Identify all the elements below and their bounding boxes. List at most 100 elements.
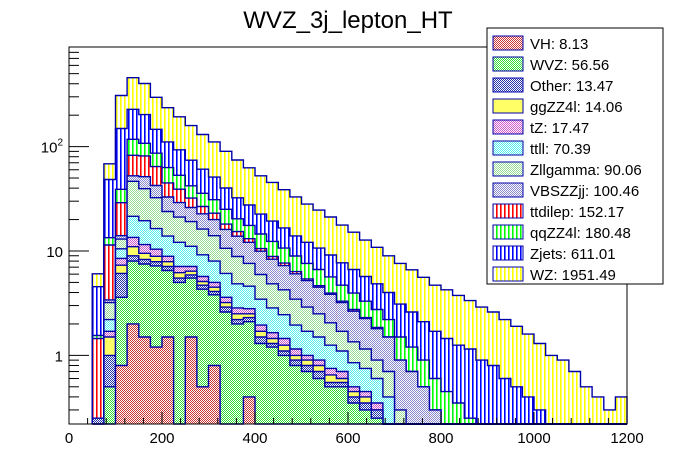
y-tick-label: 102 — [41, 138, 64, 157]
bar-VBSZZjj — [417, 386, 430, 424]
x-tick-label: 200 — [149, 430, 174, 447]
bar-WZ — [557, 360, 569, 424]
bar-WVZ — [220, 312, 232, 424]
bar-WVZ — [150, 265, 162, 424]
bar-WVZ — [359, 409, 372, 424]
x-tick-label: 800 — [428, 430, 453, 447]
legend-swatch — [492, 224, 524, 240]
legend-entry: tZ: 17.47 — [492, 119, 589, 137]
legend-entry: Zllgamma: 90.06 — [492, 161, 642, 179]
bar-WVZ — [266, 347, 279, 424]
bar-VH — [196, 386, 209, 424]
bar-WZ — [534, 343, 546, 424]
legend-entry: VH: 8.13 — [492, 35, 588, 53]
bar-Zllgamma — [394, 409, 407, 424]
bar-WVZ — [231, 323, 244, 424]
bar-WZ — [603, 409, 616, 424]
bar-qqZZ4l — [452, 402, 465, 424]
legend: VH: 8.13 WVZ: 56.56 Other: 13.47 ggZZ4l: 14… — [486, 27, 664, 285]
bar-WVZ — [278, 355, 290, 424]
bar-WVZ — [313, 378, 325, 424]
legend-label: tZ: 17.47 — [530, 120, 589, 137]
bar-Zjets — [487, 365, 500, 424]
legend-entry: VBSZZjj: 100.46 — [492, 182, 639, 200]
bar-WZ — [522, 334, 534, 424]
outline-WZ — [91, 77, 628, 425]
bar-WZ — [510, 326, 523, 424]
legend-swatch — [492, 77, 524, 93]
bar-WZ — [580, 386, 593, 424]
bar-WZ — [499, 319, 511, 424]
bar-Zjets — [452, 345, 465, 424]
bar-VH — [138, 336, 151, 424]
legend-label: qqZZ4l: 180.48 — [530, 225, 631, 242]
outline-qqZZ4l — [91, 138, 627, 425]
bar-Zjets — [441, 338, 453, 424]
legend-label: WVZ: 56.56 — [530, 57, 609, 74]
bar-VH — [162, 336, 174, 424]
bars-layer — [91, 77, 628, 425]
bar-VH — [185, 336, 197, 424]
legend-swatch — [492, 245, 524, 261]
axes-layer: 0 200 400 600 800 1000 1200 1 10 102 — [41, 46, 644, 447]
chart-title: WVZ_3j_lepton_HT — [243, 7, 453, 34]
bar-WZ — [592, 396, 604, 424]
bar-WVZ — [371, 418, 383, 424]
bar-WZ — [545, 355, 558, 424]
legend-entry: ttll: 70.39 — [492, 140, 591, 158]
legend-entry: ttdilep: 152.17 — [492, 203, 624, 221]
legend-swatch — [492, 266, 524, 282]
legend-entry: qqZZ4l: 180.48 — [492, 224, 631, 242]
y-tick-label: 1 — [55, 348, 63, 365]
bar-WVZ — [301, 371, 314, 424]
bar-VBSZZjj — [394, 360, 407, 424]
bar-WVZ — [243, 321, 255, 424]
bar-WZ — [615, 396, 627, 424]
bar-Zjets — [522, 396, 534, 424]
x-tick-label: 0 — [65, 430, 73, 447]
bar-WVZ — [348, 402, 360, 424]
legend-label: ttll: 70.39 — [530, 141, 591, 158]
x-tick-label: 1200 — [610, 430, 643, 447]
y-tick-label: 10 — [46, 244, 63, 261]
bar-ttll — [371, 378, 383, 424]
legend-swatch — [492, 203, 524, 219]
legend-entry: Zjets: 611.01 — [492, 245, 616, 263]
legend-swatch — [492, 182, 524, 198]
outline-Zjets — [91, 108, 627, 425]
bar-Other — [92, 418, 104, 424]
bar-WVZ — [196, 289, 209, 424]
legend-swatch — [492, 161, 524, 177]
bar-qqZZ4l — [429, 378, 441, 424]
bar-WZ — [568, 371, 581, 424]
bar-ttll — [382, 396, 395, 424]
bar-Zjets — [429, 331, 441, 424]
legend-swatch — [492, 56, 524, 72]
bar-WVZ — [208, 294, 221, 424]
bar-VBSZZjj — [406, 371, 418, 424]
bar-VH — [150, 347, 162, 424]
bar-Zjets — [475, 360, 488, 424]
bar-Zjets — [499, 378, 511, 424]
legend-swatch — [492, 119, 524, 135]
bar-Zjets — [464, 349, 476, 424]
legend-swatch — [492, 98, 524, 114]
bar-WVZ — [324, 386, 337, 424]
x-tick-label: 600 — [335, 430, 360, 447]
bar-VBSZZjj — [429, 409, 441, 424]
bar-ttdilep — [92, 338, 104, 424]
bar-VH — [127, 323, 139, 424]
bar-VH — [208, 365, 221, 424]
bar-Zjets — [534, 409, 546, 424]
legend-entry: ggZZ4l: 14.06 — [492, 98, 623, 116]
legend-entry: Other: 13.47 — [492, 77, 613, 95]
bar-WVZ — [173, 282, 186, 424]
x-tick-label: 1000 — [517, 430, 550, 447]
legend-label: ggZZ4l: 14.06 — [530, 99, 623, 116]
legend-swatch — [492, 140, 524, 156]
bar-qqZZ4l — [464, 418, 476, 424]
legend-label: ttdilep: 152.17 — [530, 204, 624, 221]
bar-VH — [115, 365, 128, 424]
legend-entry: WVZ: 56.56 — [492, 56, 609, 74]
bar-qqZZ4l — [441, 391, 453, 424]
